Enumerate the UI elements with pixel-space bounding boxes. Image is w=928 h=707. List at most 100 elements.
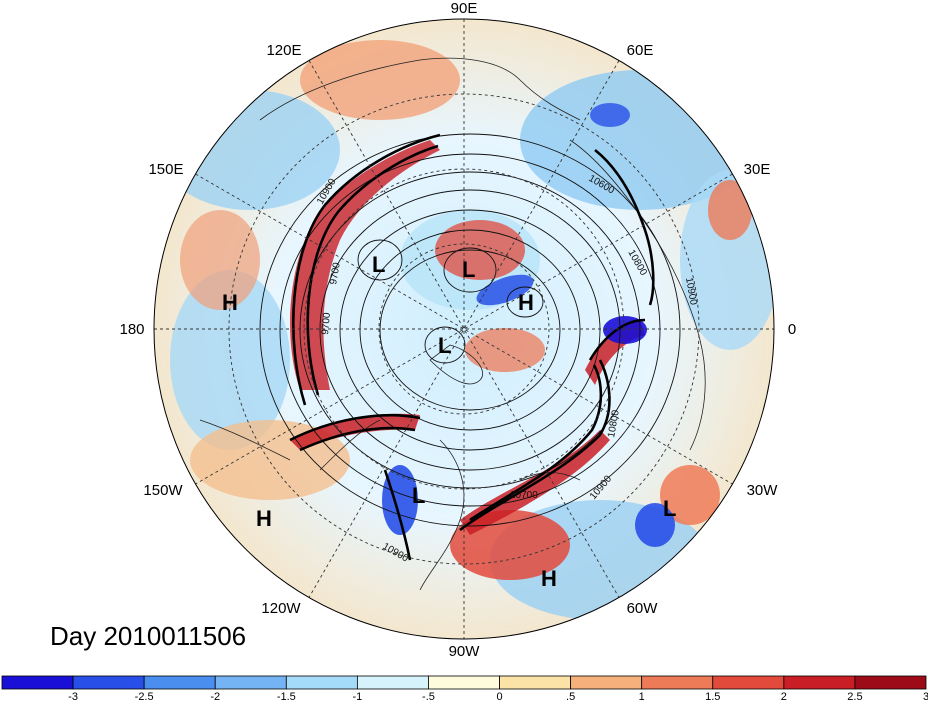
low-center: L — [372, 252, 385, 277]
field-blue-nw — [160, 90, 340, 210]
colorbar-box — [143, 675, 216, 690]
field-deepblue-eur — [603, 316, 647, 344]
coast-north-america — [419, 439, 465, 591]
colorbar-box — [641, 675, 714, 690]
jet-line-west-2 — [299, 426, 416, 452]
contour-low-2 — [443, 247, 497, 293]
jet-line-pacific-2 — [306, 144, 439, 396]
meridian-30e-150w — [195, 173, 733, 485]
meridian-150e-30w — [195, 173, 733, 485]
field-red-se — [660, 465, 720, 525]
lon-label-90w: 90W — [449, 643, 481, 660]
meridian-120e-60w — [308, 60, 620, 598]
colorbar-label: 2.5 — [847, 691, 862, 702]
colorbar-label: -1 — [352, 691, 362, 702]
colorbar-labels: -3 -2.5 -2 -1.5 -1 -.5 0 .5 1 1.5 2 2.5 3 — [68, 691, 928, 703]
low-center: L — [412, 483, 425, 508]
colorbar-box — [72, 675, 145, 690]
colorbar-label: 1.5 — [705, 691, 720, 702]
colorbar-box — [854, 675, 927, 690]
contour-label: 9700 — [320, 312, 333, 336]
field-deepblue-ne — [590, 103, 630, 127]
colorbar-label: -2 — [210, 691, 220, 702]
contour-ring-7 — [259, 133, 681, 527]
high-center: H — [518, 290, 534, 315]
colorbar-label: 1 — [639, 691, 645, 702]
jet-line-atlantic-2 — [469, 364, 603, 522]
field-red-e — [708, 180, 752, 240]
high-center: H — [222, 290, 238, 315]
jet-line-asia — [594, 148, 655, 306]
graticule — [154, 19, 774, 639]
contour-label: 9700 — [328, 261, 343, 285]
colorbar-box — [499, 675, 572, 690]
colorbar-boxes — [1, 675, 927, 690]
colorbar: -3 -2.5 -2 -1.5 -1 -.5 0 .5 1 1.5 2 2.5 3 — [1, 675, 928, 703]
contour-high-1 — [506, 286, 544, 318]
coast-asia-north — [259, 57, 581, 121]
contour-low-3 — [424, 326, 466, 364]
colorbar-label: -1.5 — [277, 691, 296, 702]
figure-title: Day 2010011506 — [50, 621, 246, 651]
contour-ring-6 — [279, 153, 661, 507]
lon-label-150w: 150W — [143, 482, 183, 499]
colorbar-box — [712, 675, 785, 690]
field-deepblue-atl — [635, 503, 675, 547]
field-red-pole — [465, 328, 545, 372]
jet-line-pacific-1 — [292, 133, 441, 406]
field-warm-w — [180, 210, 260, 310]
lon-label-30w: 30W — [747, 482, 779, 499]
jet-line-atlantic-1 — [459, 359, 611, 532]
lon-label-0: 0 — [788, 321, 796, 338]
contour-ring-1 — [379, 249, 561, 411]
lon-label-120e: 120E — [266, 42, 301, 59]
lon-label-120w: 120W — [261, 600, 301, 617]
height-contours — [259, 133, 681, 527]
high-center: H — [256, 506, 272, 531]
lon-label-180: 180 — [119, 321, 144, 338]
low-center: L — [663, 496, 676, 521]
colorbar-label: 2 — [781, 691, 787, 702]
lon-label-30e: 30E — [744, 161, 771, 178]
colorbar-label: -.5 — [422, 691, 435, 702]
contour-label: 10800 — [606, 409, 622, 439]
lon-label-90e: 90E — [451, 0, 478, 17]
pressure-centers: L L L L L H H H H — [222, 252, 676, 591]
meridian-60e-120w — [308, 60, 620, 598]
colorbar-box — [428, 675, 500, 690]
colorbar-label: -2.5 — [135, 691, 154, 702]
colorbar-box — [570, 675, 643, 690]
colorbar-box — [285, 675, 358, 690]
colorbar-label: 0 — [496, 691, 502, 702]
contour-label: 10900 — [683, 277, 699, 307]
lon-label-60e: 60E — [627, 42, 654, 59]
colorbar-label: 3 — [923, 691, 928, 702]
high-center: H — [541, 566, 557, 591]
colorbar-box — [356, 675, 429, 690]
colorbar-label: -3 — [68, 691, 78, 702]
lon-label-60w: 60W — [627, 600, 659, 617]
coast-greenland-area — [429, 344, 483, 385]
map-boundary — [153, 18, 775, 640]
jet-line-west-1 — [289, 413, 421, 442]
coast-europe — [569, 139, 706, 451]
coast-bering — [199, 419, 291, 461]
longitude-labels: 90E 60E 30E 0 30W 60W 90W 120W 150W 180 … — [119, 0, 796, 660]
colorbar-box — [214, 675, 287, 690]
lon-label-150e: 150E — [148, 161, 183, 178]
contour-label: 10700 — [510, 490, 538, 501]
colorbar-box — [783, 675, 856, 690]
low-center: L — [438, 333, 451, 358]
jet-contours — [289, 133, 655, 561]
contour-ring-3 — [339, 209, 601, 451]
field-deepblue-pole — [476, 274, 534, 306]
colorbar-label: .5 — [566, 691, 575, 702]
low-center: L — [462, 257, 475, 282]
contour-ring-4 — [319, 189, 621, 471]
contour-ring-5 — [299, 171, 641, 489]
field-jet-pacific — [290, 140, 440, 390]
jet-line-europe — [588, 318, 646, 361]
field-blue-w — [170, 270, 290, 450]
